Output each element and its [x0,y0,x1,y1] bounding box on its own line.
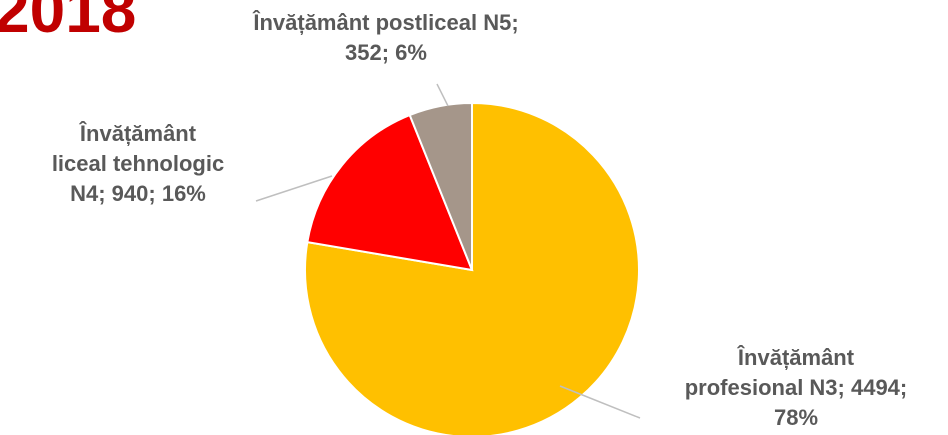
leader-line-n3 [559,385,641,419]
pie-slice-n5 [408,101,473,271]
year-heading: 2018 [0,0,137,46]
leader-lines [255,83,641,419]
pie-slices [304,101,640,435]
pie-slice-n3 [304,101,640,435]
data-label-n4-line2: liceal tehnologic [51,150,225,176]
data-label-n3: Învățământ profesional N3; 4494; 78% [646,343,946,433]
data-label-n3-line3: 78% [773,404,819,430]
data-label-n5: Învățământ postliceal N5; 352; 6% [196,8,576,68]
data-label-n3-line1: Învățământ [737,345,855,370]
data-label-n3-line2: profesional N3; 4494; [684,374,908,400]
data-label-n5-line1: Învățământ postliceal N5; [253,10,519,35]
data-label-n4: Învățământ liceal tehnologic N4; 940; 16… [18,119,258,209]
data-label-n4-line3: N4; 940; 16% [70,180,206,206]
leader-line-n5 [436,83,449,107]
pie-slice-n4 [306,113,474,272]
leader-line-n4 [255,175,333,202]
data-label-n4-line1: Învățământ [79,121,197,146]
data-label-n5-line2: 352; 6% [345,39,427,65]
